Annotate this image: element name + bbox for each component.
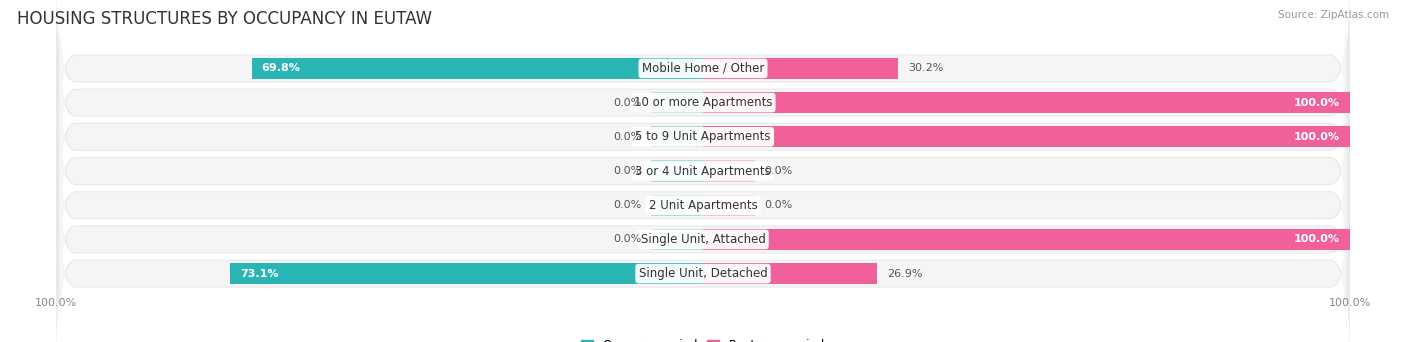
Text: 26.9%: 26.9%	[887, 268, 922, 279]
Bar	[651, 92, 703, 113]
FancyBboxPatch shape	[59, 167, 1347, 312]
Bar	[651, 160, 703, 182]
Text: 5 to 9 Unit Apartments: 5 to 9 Unit Apartments	[636, 130, 770, 143]
Text: 10 or more Apartments: 10 or more Apartments	[634, 96, 772, 109]
Text: 0.0%: 0.0%	[765, 166, 793, 176]
Text: 100.0%: 100.0%	[1294, 234, 1340, 245]
Bar	[651, 229, 703, 250]
Text: 0.0%: 0.0%	[613, 132, 641, 142]
Text: 100.0%: 100.0%	[1294, 97, 1340, 108]
Text: 0.0%: 0.0%	[613, 97, 641, 108]
Text: Single Unit, Detached: Single Unit, Detached	[638, 267, 768, 280]
FancyBboxPatch shape	[56, 82, 1350, 260]
Bar	[703, 263, 877, 284]
Text: Single Unit, Attached: Single Unit, Attached	[641, 233, 765, 246]
Bar	[703, 58, 898, 79]
Bar	[231, 263, 703, 284]
Bar	[703, 229, 1350, 250]
FancyBboxPatch shape	[56, 151, 1350, 328]
FancyBboxPatch shape	[59, 201, 1347, 342]
Text: Source: ZipAtlas.com: Source: ZipAtlas.com	[1278, 10, 1389, 20]
FancyBboxPatch shape	[56, 117, 1350, 294]
FancyBboxPatch shape	[56, 185, 1350, 342]
Bar	[651, 126, 703, 147]
Text: 0.0%: 0.0%	[613, 166, 641, 176]
Text: 69.8%: 69.8%	[262, 63, 299, 74]
Text: Mobile Home / Other: Mobile Home / Other	[641, 62, 765, 75]
Bar	[252, 58, 703, 79]
Text: 30.2%: 30.2%	[908, 63, 943, 74]
Bar	[703, 160, 755, 182]
FancyBboxPatch shape	[59, 64, 1347, 209]
Text: 2 Unit Apartments: 2 Unit Apartments	[648, 199, 758, 212]
FancyBboxPatch shape	[59, 0, 1347, 141]
FancyBboxPatch shape	[59, 98, 1347, 244]
Text: 73.1%: 73.1%	[240, 268, 278, 279]
FancyBboxPatch shape	[59, 133, 1347, 278]
Text: 0.0%: 0.0%	[613, 234, 641, 245]
Text: HOUSING STRUCTURES BY OCCUPANCY IN EUTAW: HOUSING STRUCTURES BY OCCUPANCY IN EUTAW	[17, 10, 432, 28]
FancyBboxPatch shape	[56, 14, 1350, 191]
Bar	[703, 92, 1350, 113]
FancyBboxPatch shape	[56, 48, 1350, 225]
Bar	[651, 195, 703, 216]
Legend: Owner-occupied, Renter-occupied: Owner-occupied, Renter-occupied	[576, 335, 830, 342]
FancyBboxPatch shape	[59, 30, 1347, 175]
Text: 0.0%: 0.0%	[613, 200, 641, 210]
Text: 100.0%: 100.0%	[1294, 132, 1340, 142]
Text: 0.0%: 0.0%	[765, 200, 793, 210]
Bar	[703, 195, 755, 216]
Text: 3 or 4 Unit Apartments: 3 or 4 Unit Apartments	[636, 165, 770, 177]
Bar	[703, 126, 1350, 147]
FancyBboxPatch shape	[56, 0, 1350, 157]
